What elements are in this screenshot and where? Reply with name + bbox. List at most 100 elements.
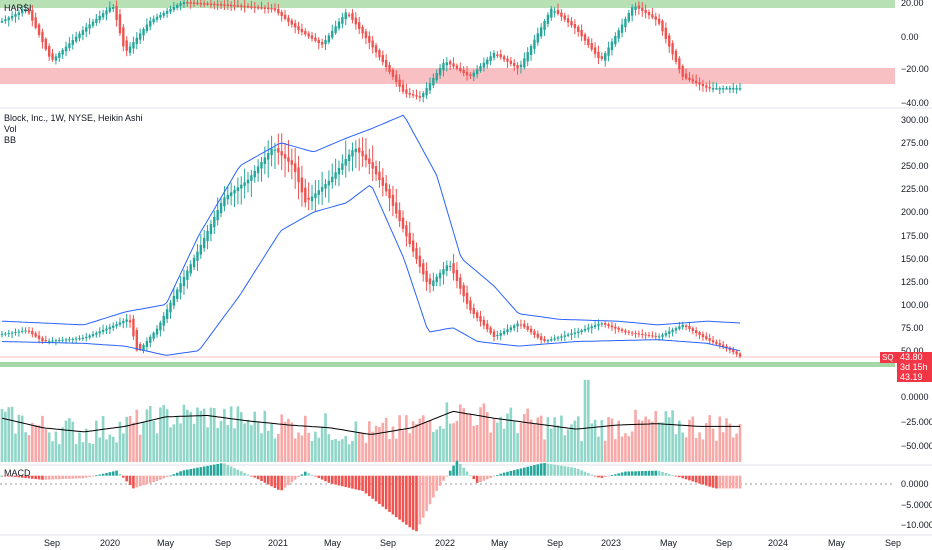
macd-bar xyxy=(115,470,118,476)
time-tick: Sep xyxy=(380,538,396,548)
macd-bar xyxy=(142,475,145,486)
volume-bar xyxy=(186,409,189,462)
price-candle xyxy=(556,337,560,339)
macd-bar xyxy=(506,471,509,476)
volume-bar xyxy=(705,423,708,462)
price-candle xyxy=(573,332,577,334)
harsi-candle xyxy=(95,18,98,23)
volume-bar xyxy=(64,420,68,462)
price-tick: 200.00 xyxy=(901,207,929,217)
harsi-candle xyxy=(459,67,462,72)
volume-bar xyxy=(314,431,317,462)
harsi-candle xyxy=(283,14,287,19)
harsi-candle xyxy=(81,30,85,35)
harsi-candle xyxy=(600,56,604,59)
macd-bar xyxy=(310,474,314,476)
macd-bar xyxy=(155,475,159,482)
macd-bar xyxy=(425,475,428,512)
volume-bar xyxy=(283,421,287,462)
harsi-candle xyxy=(51,53,54,60)
price-candle xyxy=(374,166,378,175)
price-candle xyxy=(226,194,229,200)
macd-bar xyxy=(0,475,4,477)
volume-bar xyxy=(169,427,172,462)
harsi-candle xyxy=(550,8,553,18)
harsi-candle xyxy=(678,58,681,70)
macd-bar xyxy=(74,475,78,479)
harsi-candle xyxy=(361,26,364,34)
time-tick: 2023 xyxy=(601,538,621,548)
volume-bar xyxy=(68,418,71,462)
price-candle xyxy=(735,351,738,355)
harsi-candle xyxy=(368,36,371,43)
volume-bar xyxy=(135,409,139,462)
harsi-candle xyxy=(287,17,290,22)
price-pane[interactable]: Block, Inc., 1W, NYSE, Heikin Ashi Vol B… xyxy=(0,113,932,382)
price-candle xyxy=(452,263,455,274)
price-candle xyxy=(469,300,472,311)
volume-bar xyxy=(408,433,412,462)
macd-bar xyxy=(543,463,546,476)
harsi-candle xyxy=(728,88,732,90)
price-candle xyxy=(304,187,307,203)
volume-bar xyxy=(327,434,331,462)
volume-bar xyxy=(684,437,688,462)
harsi-candle xyxy=(320,42,324,45)
price-candle xyxy=(465,292,469,304)
macd-bar xyxy=(182,470,186,476)
price-candle xyxy=(108,327,112,330)
harsi-candle xyxy=(391,69,395,77)
macd-bar xyxy=(223,463,226,476)
volume-bar xyxy=(148,405,152,462)
volume-bar xyxy=(250,425,253,462)
volume-bar xyxy=(651,421,654,462)
price-candle xyxy=(270,148,273,156)
harsi-candle xyxy=(179,3,182,6)
volume-bar xyxy=(506,413,509,462)
price-candle xyxy=(661,334,664,337)
harsi-candle xyxy=(176,5,179,8)
harsi-candle xyxy=(388,64,391,73)
harsi-candle xyxy=(159,14,162,18)
macd-bar xyxy=(236,469,240,476)
macd-bar xyxy=(361,475,364,491)
volume-bar xyxy=(78,432,81,462)
volume-moving-average xyxy=(1,410,740,435)
time-tick: 2022 xyxy=(435,538,455,548)
volume-bar xyxy=(14,433,17,462)
macd-bar xyxy=(324,475,327,482)
volume-bar xyxy=(553,417,556,462)
macd-bar xyxy=(428,475,432,505)
price-candle xyxy=(634,333,637,335)
macd-bar xyxy=(44,475,48,480)
volume-bar xyxy=(334,439,337,462)
harsi-candle xyxy=(236,5,240,7)
macd-bar xyxy=(432,475,435,498)
macd-bar xyxy=(637,471,641,476)
harsi-candle xyxy=(583,34,587,41)
price-candle xyxy=(627,331,630,333)
macd-bar xyxy=(287,475,290,485)
volume-pane[interactable]: 0.0000 −25.000 −50.000 xyxy=(0,379,932,462)
harsi-candle xyxy=(347,14,351,17)
volume-bar xyxy=(448,423,452,462)
macd-bar xyxy=(516,469,519,476)
macd-bar xyxy=(735,475,738,489)
macd-bar xyxy=(135,475,139,488)
macd-bar xyxy=(260,475,263,481)
price-candle xyxy=(283,154,287,159)
macd-bar xyxy=(57,475,61,480)
harsi-candle xyxy=(290,20,294,25)
macd-bar xyxy=(509,470,513,476)
harsi-pane[interactable]: HARSI 20.00 0.00 −20.00 −40.00 xyxy=(0,0,929,108)
time-axis[interactable]: Sep 2020 May Sep 2021 May Sep 2022 May S… xyxy=(0,534,932,548)
macd-bar xyxy=(233,468,236,476)
macd-pane[interactable]: MACD 0.0000 −5.0000 −10.000 xyxy=(0,460,932,532)
harsi-candle xyxy=(88,24,91,29)
price-candle xyxy=(678,326,681,329)
volume-bar xyxy=(344,436,348,462)
macd-bar xyxy=(314,475,317,477)
harsi-candle xyxy=(536,33,540,43)
volume-bar xyxy=(320,426,324,462)
